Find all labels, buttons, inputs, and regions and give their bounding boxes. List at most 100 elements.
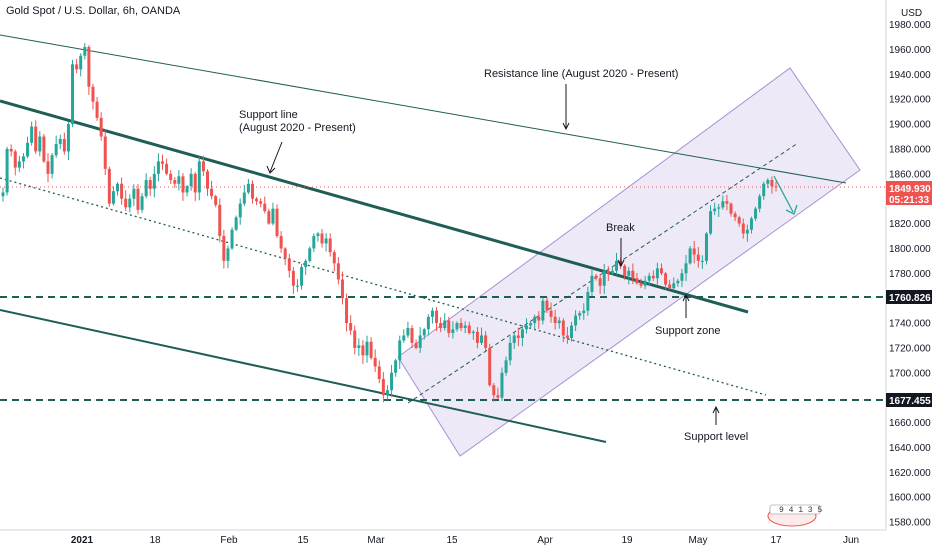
candle-body xyxy=(680,273,684,281)
support-level-annotation: Support level xyxy=(684,431,748,443)
candle-body xyxy=(369,341,373,358)
candle-body xyxy=(353,330,357,348)
y-tick-label: 1800.000 xyxy=(889,244,931,255)
candle-body xyxy=(156,161,160,174)
candle-body xyxy=(173,180,177,184)
support-zone-arrow-head xyxy=(682,293,690,302)
candle-body xyxy=(488,347,492,386)
x-tick-label: 15 xyxy=(446,535,458,546)
support-zone-annotation: Support zone xyxy=(655,325,720,337)
candle-body xyxy=(361,345,365,356)
candle-body xyxy=(647,275,651,281)
candle-body xyxy=(570,325,574,338)
candle-body xyxy=(549,310,553,317)
candle-body xyxy=(291,270,295,286)
candle-body xyxy=(165,163,169,174)
candle-body xyxy=(627,270,631,276)
candle-body xyxy=(672,283,676,289)
candle-body xyxy=(480,335,484,343)
candle-body xyxy=(103,136,107,169)
candle-body xyxy=(766,180,770,184)
candle-body xyxy=(737,217,741,224)
candles xyxy=(1,43,778,403)
candle-body xyxy=(754,208,758,219)
x-tick-label: 2021 xyxy=(71,535,94,546)
candle-body xyxy=(140,196,144,210)
y-tick-label: 1960.000 xyxy=(889,45,931,56)
candle-body xyxy=(721,201,725,208)
candle-body xyxy=(455,323,459,330)
y-tick-label: 1820.000 xyxy=(889,219,931,230)
candle-body xyxy=(745,229,749,234)
candle-body xyxy=(377,366,381,379)
candle-body xyxy=(676,280,680,284)
candle-body xyxy=(218,204,222,236)
y-tick-label: 1940.000 xyxy=(889,70,931,81)
candle-body xyxy=(659,268,663,274)
candle-body xyxy=(328,238,332,253)
plot-area[interactable] xyxy=(0,0,886,530)
candle-body xyxy=(295,285,299,287)
candle-body xyxy=(692,248,696,255)
candle-body xyxy=(287,258,291,271)
candle-body xyxy=(471,331,475,333)
candle-body xyxy=(312,235,316,249)
candle-body xyxy=(95,101,99,118)
y-axis[interactable]: USD 1980.000 1960.000 1940.000 1920.000 1900… xyxy=(885,0,932,530)
candle-body xyxy=(496,395,500,398)
candle-body xyxy=(263,203,267,212)
candle-body xyxy=(533,316,537,324)
candle-body xyxy=(304,260,308,268)
x-tick-label: 17 xyxy=(770,535,782,546)
candle-body xyxy=(590,275,594,292)
candle-body xyxy=(226,248,230,261)
candle-body xyxy=(614,260,618,271)
resistance-annotation: Resistance line (August 2020 - Present) xyxy=(484,68,678,80)
candle-body xyxy=(259,201,263,204)
candle-body xyxy=(169,173,173,181)
candle-body xyxy=(741,223,745,234)
x-tick-label: Apr xyxy=(537,535,553,546)
candle-body xyxy=(234,217,238,230)
support-line-annotation-1: Support line xyxy=(239,109,298,121)
current-price-countdown: 05:21:33 xyxy=(889,195,929,206)
candle-body xyxy=(610,270,614,274)
candle-body xyxy=(684,263,688,274)
candle-body xyxy=(492,385,496,396)
candle-body xyxy=(71,64,75,125)
candle-body xyxy=(152,173,156,189)
candle-body xyxy=(422,329,426,336)
candle-body xyxy=(516,335,520,338)
candle-body xyxy=(758,196,762,209)
candle-body xyxy=(512,335,516,343)
candle-body xyxy=(345,298,349,324)
y-tick-label: 1780.000 xyxy=(889,269,931,280)
y-tick-label: 1700.000 xyxy=(889,368,931,379)
candle-body xyxy=(1,192,5,197)
candle-body xyxy=(38,136,42,152)
support-line-arrow-head xyxy=(266,165,276,174)
candle-body xyxy=(205,171,209,189)
candle-body xyxy=(340,279,344,299)
candle-body xyxy=(402,335,406,341)
level-badge-lower: 1677.455 xyxy=(886,393,932,407)
candle-body xyxy=(467,325,471,333)
candle-body xyxy=(606,270,610,274)
candle-body xyxy=(316,233,320,236)
current-price-badge: 1849.930 05:21:33 xyxy=(886,181,932,206)
candle-body xyxy=(381,378,385,396)
candle-body xyxy=(222,235,226,261)
candle-body xyxy=(475,331,479,343)
candle-body xyxy=(545,300,549,311)
candle-body xyxy=(177,176,181,184)
candle-body xyxy=(508,342,512,361)
y-tick-label: 1980.000 xyxy=(889,20,931,31)
candle-body xyxy=(62,139,66,152)
x-axis[interactable]: 2021 18 Feb 15 Mar 15 Apr 19 May 17 Jun xyxy=(0,529,886,546)
candle-body xyxy=(598,278,602,286)
candle-body xyxy=(79,55,83,70)
candle-body xyxy=(696,254,700,261)
candle-body xyxy=(46,161,50,174)
